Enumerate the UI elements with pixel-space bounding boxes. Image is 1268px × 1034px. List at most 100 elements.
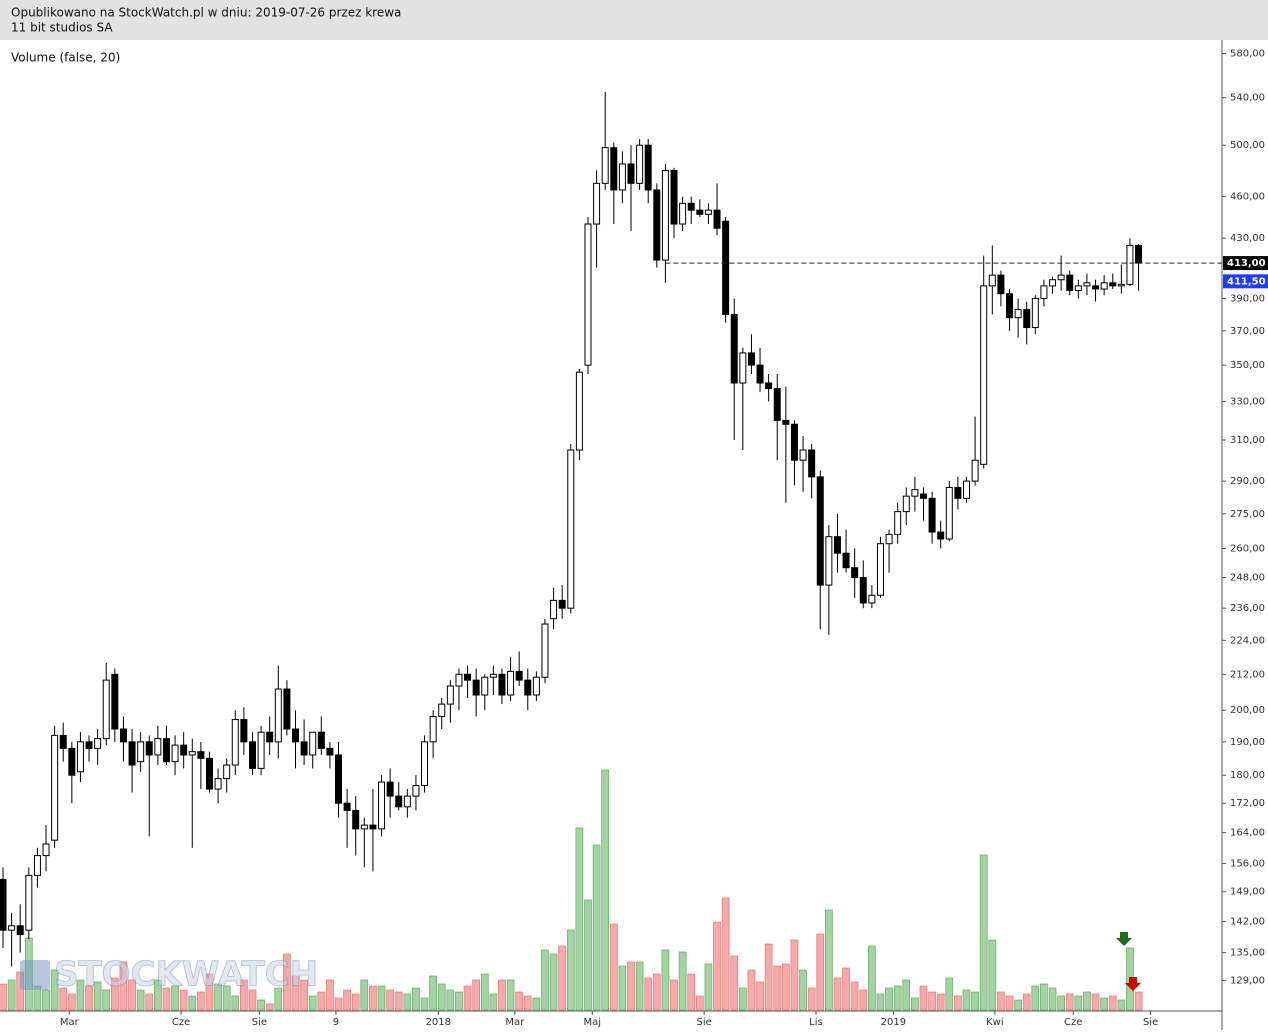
- candle-body: [687, 202, 695, 211]
- volume-bar: [506, 979, 515, 1011]
- candle-body: [25, 874, 33, 931]
- volume-bar: [369, 985, 377, 1011]
- volume-bar: [738, 987, 747, 1011]
- candle-body: [119, 728, 127, 743]
- volume-bar: [1091, 993, 1100, 1011]
- volume-bar: [807, 987, 816, 1011]
- candle-body: [16, 925, 24, 936]
- candle-body: [859, 577, 867, 604]
- x-tick-label: Cze: [1064, 1017, 1082, 1028]
- candle-body: [369, 824, 377, 830]
- candle-body: [1135, 244, 1143, 264]
- candle-body: [378, 781, 386, 830]
- candle-body: [756, 364, 764, 384]
- x-tick-label: Sie: [1143, 1017, 1158, 1028]
- y-tick-label: 135,00: [1230, 948, 1265, 959]
- y-tick-label: 350,00: [1230, 360, 1265, 371]
- candle-body: [584, 223, 592, 366]
- volume-bar: [635, 961, 644, 1011]
- volume-bar: [609, 923, 618, 1011]
- candle-body: [747, 352, 755, 366]
- volume-bar: [618, 965, 627, 1011]
- candle-body: [223, 764, 231, 780]
- candle-body: [653, 189, 661, 261]
- candle-body: [937, 531, 945, 540]
- volume-bar: [713, 921, 721, 1011]
- y-tick-label: 580,00: [1230, 49, 1265, 60]
- candle-body: [541, 623, 549, 678]
- candle-body: [85, 741, 93, 749]
- volume-bar: [162, 987, 171, 1011]
- x-tick-label: Sie: [696, 1017, 711, 1028]
- volume-bar: [1040, 983, 1048, 1011]
- volume-bar: [1005, 995, 1014, 1011]
- candle-body: [214, 778, 222, 790]
- candle-body: [300, 741, 308, 756]
- candle-body: [1057, 274, 1065, 281]
- candle-body: [446, 685, 454, 705]
- y-tick-label: 330,00: [1230, 396, 1265, 407]
- candle-body: [171, 744, 179, 763]
- x-tick-label: 2019: [881, 1017, 906, 1028]
- candle-body: [205, 757, 213, 790]
- volume-bar: [928, 991, 936, 1011]
- candle-body: [472, 679, 480, 696]
- candle-body: [722, 220, 730, 315]
- x-tick-label: Maj: [584, 1017, 602, 1028]
- volume-bar: [532, 997, 541, 1011]
- y-tick-label: 172,00: [1230, 798, 1265, 809]
- plot-layer: [0, 92, 1143, 967]
- volume-bar: [317, 991, 326, 1011]
- volume-bar: [498, 979, 506, 1011]
- volume-bar: [76, 979, 85, 1011]
- candle-body: [661, 169, 669, 261]
- volume-bar: [274, 987, 283, 1011]
- volume-bar: [343, 989, 351, 1011]
- volume-bar: [756, 981, 764, 1011]
- price-box: [1223, 256, 1268, 271]
- candle-body: [180, 744, 188, 756]
- candle-body: [309, 731, 317, 756]
- volume-bar: [825, 909, 833, 1011]
- candle-body: [704, 209, 712, 215]
- candle-body: [567, 449, 575, 609]
- candle-body: [59, 734, 67, 749]
- volume-bar: [954, 995, 962, 1011]
- candle-body: [317, 731, 325, 749]
- volume-bar: [205, 973, 214, 1011]
- y-tick-label: 430,00: [1230, 233, 1265, 244]
- volume-bar: [945, 977, 954, 1011]
- volume-bar: [816, 933, 825, 1011]
- candle-body: [851, 567, 859, 579]
- candle-body: [730, 313, 738, 384]
- y-tick-label: 540,00: [1230, 93, 1265, 104]
- candle-body: [145, 741, 153, 756]
- candle-body: [636, 144, 644, 184]
- volume-bar: [971, 991, 979, 1011]
- y-tick-label: 224,00: [1230, 635, 1265, 646]
- volume-bar: [102, 989, 111, 1011]
- candle-body: [988, 274, 996, 287]
- candle-body: [833, 536, 841, 554]
- buy-arrow: [1116, 932, 1132, 946]
- y-tick-label: 248,00: [1230, 573, 1265, 584]
- volume-bar: [902, 979, 911, 1011]
- candle-body: [240, 719, 248, 743]
- volume-bar: [50, 969, 59, 1011]
- volume-bar: [661, 949, 670, 1011]
- volume-bar: [222, 985, 231, 1011]
- y-tick-label: 180,00: [1230, 770, 1265, 781]
- candle-body: [1117, 283, 1125, 287]
- candle-body: [524, 679, 532, 696]
- y-tick-label: 149,00: [1230, 887, 1265, 898]
- candle-body: [257, 731, 265, 769]
- volume-bar: [575, 827, 584, 1011]
- candle-body: [1074, 285, 1082, 292]
- y-tick-label: 212,00: [1230, 669, 1265, 680]
- volume-bar: [1134, 991, 1143, 1011]
- volume-bar: [1057, 995, 1065, 1011]
- candle-body: [739, 352, 747, 384]
- volume-bar: [145, 993, 154, 1011]
- candle-body: [980, 285, 988, 465]
